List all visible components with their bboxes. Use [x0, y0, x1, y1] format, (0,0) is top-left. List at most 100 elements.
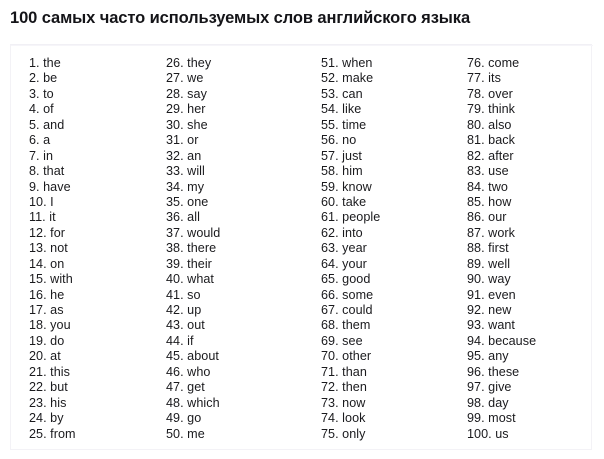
word-list-item: 48. which	[166, 396, 296, 411]
word-text: make	[342, 71, 374, 86]
word-list-item: 22. but	[29, 380, 159, 395]
word-index: 53.	[321, 86, 339, 101]
word-index: 97.	[467, 380, 485, 395]
word-list-item: 14. on	[29, 257, 159, 272]
word-index: 24.	[29, 411, 47, 426]
word-text: think	[488, 102, 516, 117]
word-list-item: 18. you	[29, 318, 159, 333]
word-list-item: 54. like	[321, 102, 451, 117]
word-list-item: 82. after	[467, 149, 597, 164]
word-list-item: 96. these	[467, 365, 597, 380]
word-index: 17.	[29, 303, 47, 317]
word-list-item: 66. some	[321, 288, 451, 303]
word-index: 21.	[29, 364, 47, 379]
word-list-item: 85. how	[467, 195, 597, 210]
word-list-item: 65. good	[321, 272, 451, 287]
word-text: us	[495, 426, 509, 441]
word-text: good	[342, 272, 371, 287]
word-list-item: 21. this	[29, 365, 159, 380]
word-text: if	[187, 333, 194, 348]
word-list-item: 74. look	[321, 411, 451, 426]
word-text: he	[50, 287, 65, 302]
word-text: want	[488, 318, 515, 333]
word-list-item: 13. not	[29, 241, 159, 256]
word-index: 91.	[467, 287, 485, 302]
word-text: be	[43, 71, 58, 86]
word-list-item: 89. well	[467, 257, 597, 272]
word-text: I	[50, 194, 54, 209]
word-text: then	[342, 380, 367, 395]
word-list-item: 59. know	[321, 180, 451, 195]
word-text: way	[488, 272, 511, 287]
word-list-item: 53. can	[321, 87, 451, 102]
word-column-4: 76. come 77. its 78. over 79. think 80. also 81. ba…	[467, 56, 597, 442]
word-text: you	[50, 318, 71, 333]
word-index: 28.	[166, 86, 184, 101]
word-list-item: 45. about	[166, 349, 296, 364]
word-index: 7.	[29, 148, 40, 163]
word-text: by	[50, 411, 64, 426]
word-index: 23.	[29, 395, 47, 410]
word-index: 73.	[321, 395, 339, 410]
word-index: 64.	[321, 256, 339, 271]
word-list-item: 84. two	[467, 180, 597, 195]
word-text: or	[187, 133, 199, 148]
word-index: 56.	[321, 133, 339, 148]
word-list-item: 25. from	[29, 427, 159, 442]
word-list-item: 24. by	[29, 411, 159, 426]
word-list-item: 7. in	[29, 149, 159, 164]
word-index: 30.	[166, 117, 184, 132]
word-index: 67.	[321, 303, 339, 317]
word-text: with	[50, 272, 73, 287]
word-list-item: 11. it	[29, 210, 159, 225]
word-text: for	[50, 225, 66, 240]
word-list-item: 34. my	[166, 180, 296, 195]
word-list-item: 62. into	[321, 226, 451, 241]
word-index: 68.	[321, 318, 339, 333]
word-index: 40.	[166, 272, 184, 287]
word-list-item: 16. he	[29, 288, 159, 303]
word-index: 55.	[321, 117, 339, 132]
word-text: because	[488, 333, 537, 348]
word-text: my	[187, 179, 205, 194]
word-index: 78.	[467, 86, 485, 101]
word-index: 75.	[321, 426, 339, 441]
word-text: to	[43, 86, 54, 101]
word-index: 34.	[166, 179, 184, 194]
word-list-item: 63. year	[321, 241, 451, 256]
word-index: 81.	[467, 133, 485, 148]
word-list-item: 49. go	[166, 411, 296, 426]
word-index: 44.	[166, 333, 184, 348]
word-list-item: 52. make	[321, 71, 451, 86]
word-list-item: 88. first	[467, 241, 597, 256]
word-index: 96.	[467, 364, 485, 379]
word-text: our	[488, 210, 507, 225]
word-text: see	[342, 333, 363, 348]
word-text: after	[488, 148, 514, 163]
word-text: like	[342, 102, 362, 117]
word-list-item: 98. day	[467, 396, 597, 411]
word-list-item: 58. him	[321, 164, 451, 179]
word-text: first	[488, 241, 509, 256]
word-index: 11.	[29, 210, 46, 225]
word-index: 20.	[29, 349, 47, 364]
word-index: 27.	[166, 71, 184, 86]
word-text: look	[342, 411, 366, 426]
word-list-item: 92. new	[467, 303, 597, 318]
word-index: 6.	[29, 133, 40, 148]
word-list-item: 28. say	[166, 87, 296, 102]
word-list-item: 36. all	[166, 210, 296, 225]
word-index: 10.	[29, 194, 47, 209]
word-list-item: 100. us	[467, 427, 597, 442]
word-text: get	[187, 380, 205, 395]
word-index: 65.	[321, 272, 339, 287]
word-text: even	[488, 287, 516, 302]
word-text: your	[342, 256, 367, 271]
word-column-1: 1. the 2. be 3. to 4. of 5. and 6. a 7. in 8. that 9. hav…	[29, 56, 159, 442]
word-list-item: 61. people	[321, 210, 451, 225]
word-text: into	[342, 225, 363, 240]
word-index: 35.	[166, 194, 184, 209]
word-index: 93.	[467, 318, 485, 333]
word-text: do	[50, 333, 65, 348]
